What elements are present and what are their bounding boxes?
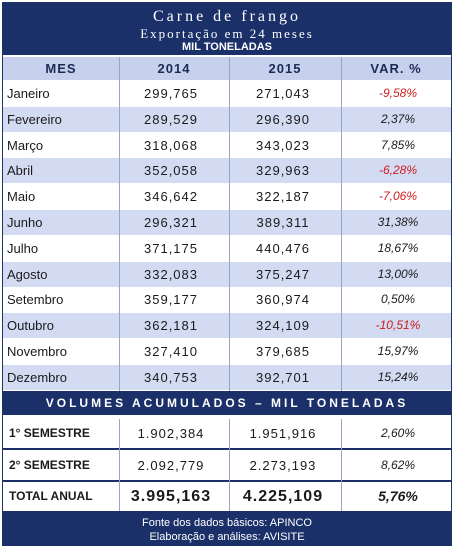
value-2015-cell: 322,187 [256, 189, 310, 205]
variation-cell: 2,37% [380, 111, 416, 126]
table-subtitle: Exportação em 24 meses [140, 26, 314, 41]
summary-label: 2° SEMESTRE [9, 458, 90, 472]
summary-label: 1° SEMESTRE [9, 426, 90, 440]
table-row: Janeiro 299,765 271,043 -9,58% [3, 81, 451, 106]
variation-cell: 13,00% [377, 266, 419, 281]
value-2014-cell: 299,765 [144, 86, 198, 101]
month-cell: Janeiro [7, 86, 50, 101]
month-cell: Julho [7, 240, 39, 256]
table-row: Agosto 332,083 375,247 13,00% [3, 261, 451, 287]
value-2015-cell: 375,247 [256, 266, 310, 282]
variation-cell: -7,06% [378, 189, 418, 204]
value-2014-cell: 346,642 [144, 189, 198, 205]
month-cell: Dezembro [7, 369, 67, 385]
value-2014-cell: 332,083 [144, 266, 198, 282]
month-cell: Maio [7, 189, 36, 205]
variation-cell: -10,51% [375, 318, 421, 333]
summary-variation-cell: 5,76% [378, 488, 418, 504]
summary-2014-cell: 2.092,779 [137, 458, 205, 473]
total-row: TOTAL ANUAL 3.995,163 4.225,109 5,76% [3, 482, 451, 513]
summary-2015-cell: 4.225,109 [242, 488, 324, 505]
month-cell: Setembro [7, 292, 64, 308]
footer-source: Fonte dos dados básicos: APINCO [142, 517, 312, 529]
column-divider [119, 419, 120, 511]
month-cell: Novembro [7, 344, 67, 359]
value-2014-cell: 327,410 [144, 344, 198, 359]
table-row: Novembro 327,410 379,685 15,97% [3, 339, 451, 364]
summary-2014-cell: 3.995,163 [130, 488, 212, 505]
summary-2015-cell: 1.951,916 [249, 426, 317, 441]
value-2015-cell: 343,023 [256, 137, 310, 153]
value-2014-cell: 352,058 [144, 163, 198, 179]
footer: Fonte dos dados básicos: APINCO Elaboraç… [3, 513, 451, 546]
variation-cell: 31,38% [377, 215, 419, 229]
value-2015-cell: 329,963 [256, 163, 310, 179]
month-cell: Fevereiro [7, 111, 62, 127]
value-2014-cell: 359,177 [144, 292, 198, 308]
value-2015-cell: 271,043 [256, 86, 310, 101]
table-row: Outubro 362,181 324,109 -10,51% [3, 313, 451, 339]
semester-row: 1° SEMESTRE 1.902,384 1.951,916 2,60% [3, 419, 451, 450]
column-header-var: VAR. % [370, 61, 422, 76]
table-row: Fevereiro 289,529 296,390 2,37% [3, 106, 451, 132]
summary-2014-cell: 1.902,384 [137, 426, 205, 441]
variation-cell: -6,28% [378, 163, 418, 178]
column-header-mes: MES [45, 61, 77, 76]
table-header: Carne de frango Exportação em 24 meses M… [3, 3, 451, 55]
column-header-row: MES 2014 2015 VAR. % [3, 57, 451, 80]
summary-label: TOTAL ANUAL [9, 489, 93, 503]
semester-row: 2° SEMESTRE 2.092,779 2.273,193 8,62% [3, 451, 451, 482]
table-title: Carne de frango [152, 8, 302, 25]
value-2015-cell: 379,685 [256, 344, 310, 359]
month-cell: Abril [7, 163, 34, 179]
table-row: Maio 346,642 322,187 -7,06% [3, 184, 451, 210]
value-2014-cell: 362,181 [144, 318, 198, 334]
column-divider [119, 57, 120, 391]
value-2015-cell: 440,476 [256, 240, 310, 256]
variation-cell: 18,67% [377, 240, 419, 255]
value-2014-cell: 340,753 [144, 369, 198, 385]
variation-cell: 15,97% [377, 344, 419, 358]
value-2015-cell: 360,974 [256, 292, 310, 308]
variation-cell: -9,58% [378, 86, 418, 100]
value-2014-cell: 318,068 [144, 137, 198, 153]
table-row: Setembro 359,177 360,974 0,50% [3, 287, 451, 313]
summary-2015-cell: 2.273,193 [249, 458, 317, 473]
variation-cell: 0,50% [380, 292, 416, 307]
month-cell: Março [7, 137, 44, 153]
month-cell: Junho [7, 215, 43, 230]
value-2014-cell: 296,321 [144, 215, 198, 230]
table-unit: MIL TONELADAS [181, 41, 273, 53]
value-2014-cell: 371,175 [144, 240, 198, 256]
value-2015-cell: 389,311 [256, 215, 310, 230]
column-divider [341, 57, 342, 391]
month-cell: Agosto [7, 266, 48, 282]
variation-cell: 15,24% [377, 369, 419, 384]
column-divider [229, 57, 230, 391]
accumulated-title: VOLUMES ACUMULADOS – MIL TONELADAS [3, 391, 451, 415]
table-row: Junho 296,321 389,311 31,38% [3, 210, 451, 235]
value-2015-cell: 392,701 [256, 369, 310, 385]
column-header-2015: 2015 [268, 61, 302, 76]
footer-credit: Elaboração e análises: AVISITE [149, 531, 305, 543]
table-row: Abril 352,058 329,963 -6,28% [3, 158, 451, 184]
summary-variation-cell: 8,62% [380, 458, 416, 472]
column-divider [341, 419, 342, 511]
value-2014-cell: 289,529 [144, 111, 198, 127]
table-row: Julho 371,175 440,476 18,67% [3, 235, 451, 261]
summary-variation-cell: 2,60% [380, 426, 416, 440]
value-2015-cell: 296,390 [256, 111, 310, 127]
table-row: Março 318,068 343,023 7,85% [3, 132, 451, 158]
column-divider [229, 419, 230, 511]
variation-cell: 7,85% [380, 137, 416, 152]
table-row: Dezembro 340,753 392,701 15,24% [3, 364, 451, 390]
column-header-2014: 2014 [157, 61, 191, 76]
value-2015-cell: 324,109 [256, 318, 310, 334]
month-cell: Outubro [7, 318, 54, 334]
